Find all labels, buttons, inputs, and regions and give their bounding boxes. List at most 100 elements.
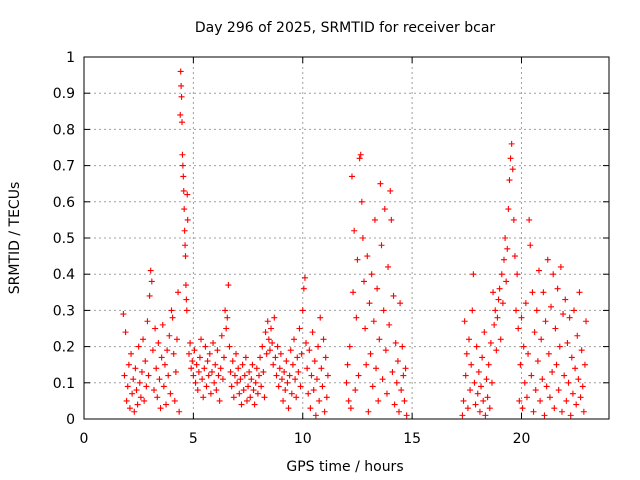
data-point bbox=[393, 379, 400, 386]
data-point bbox=[362, 325, 369, 332]
data-point bbox=[122, 329, 129, 336]
data-point bbox=[235, 365, 242, 372]
data-point bbox=[280, 397, 287, 404]
data-point bbox=[394, 358, 401, 365]
data-point bbox=[345, 397, 352, 404]
data-point bbox=[311, 358, 318, 365]
data-point bbox=[238, 401, 245, 408]
data-point bbox=[181, 206, 188, 213]
data-point bbox=[154, 394, 161, 401]
data-point bbox=[207, 390, 214, 397]
data-point bbox=[528, 372, 535, 379]
data-point bbox=[376, 336, 383, 343]
data-point bbox=[476, 408, 483, 415]
data-point bbox=[558, 408, 565, 415]
data-point bbox=[309, 329, 316, 336]
data-point bbox=[461, 318, 468, 325]
data-point bbox=[581, 361, 588, 368]
y-tick-label: 0.7 bbox=[53, 159, 75, 175]
data-point bbox=[216, 397, 223, 404]
data-point bbox=[159, 321, 166, 328]
data-point bbox=[211, 379, 218, 386]
data-point bbox=[378, 242, 385, 249]
data-point bbox=[273, 372, 280, 379]
data-point bbox=[481, 329, 488, 336]
data-point bbox=[158, 354, 165, 361]
data-point bbox=[520, 343, 527, 350]
data-point bbox=[281, 368, 288, 375]
data-point bbox=[248, 376, 255, 383]
data-point bbox=[293, 394, 300, 401]
data-point bbox=[179, 162, 186, 169]
data-point bbox=[173, 336, 180, 343]
data-point bbox=[151, 387, 157, 394]
data-point bbox=[573, 401, 580, 408]
y-axis-title: SRMTID / TECUs bbox=[7, 182, 23, 295]
data-point bbox=[125, 361, 132, 368]
data-point bbox=[400, 372, 407, 379]
data-point bbox=[178, 93, 185, 100]
data-point bbox=[126, 405, 133, 412]
data-point bbox=[493, 347, 500, 354]
data-point bbox=[124, 383, 131, 390]
data-point bbox=[389, 368, 396, 375]
data-point bbox=[350, 289, 357, 296]
data-point bbox=[241, 372, 248, 379]
data-point bbox=[373, 365, 380, 372]
data-point bbox=[462, 372, 469, 379]
data-point bbox=[177, 68, 184, 75]
data-point bbox=[556, 343, 563, 350]
data-point bbox=[182, 253, 189, 260]
data-point bbox=[132, 365, 139, 372]
data-point bbox=[292, 376, 299, 383]
data-point bbox=[286, 372, 293, 379]
y-tick-label: 0.8 bbox=[53, 122, 75, 138]
data-point bbox=[152, 325, 159, 332]
data-point bbox=[363, 361, 370, 368]
data-point bbox=[183, 307, 190, 314]
data-point bbox=[479, 354, 486, 361]
data-point bbox=[180, 187, 187, 194]
data-point bbox=[228, 383, 235, 390]
data-point bbox=[319, 383, 326, 390]
data-point bbox=[316, 397, 323, 404]
data-point bbox=[287, 347, 294, 354]
data-point bbox=[575, 376, 582, 383]
data-point bbox=[183, 296, 190, 303]
data-point bbox=[510, 216, 517, 223]
data-point bbox=[196, 354, 203, 361]
data-point bbox=[543, 383, 550, 390]
data-point bbox=[323, 394, 330, 401]
data-point bbox=[243, 397, 250, 404]
y-tick-label: 0.6 bbox=[53, 195, 75, 211]
data-point bbox=[548, 303, 555, 310]
data-point bbox=[321, 408, 328, 415]
data-point bbox=[179, 119, 185, 126]
data-point bbox=[322, 354, 329, 361]
data-point bbox=[239, 361, 246, 368]
data-point bbox=[317, 314, 324, 321]
data-point bbox=[171, 397, 178, 404]
data-point bbox=[492, 307, 499, 314]
data-point bbox=[471, 379, 478, 386]
data-point bbox=[263, 350, 270, 357]
data-point bbox=[298, 350, 305, 357]
data-point bbox=[483, 376, 490, 383]
data-point bbox=[210, 339, 217, 346]
data-point bbox=[296, 325, 303, 332]
data-point bbox=[495, 296, 502, 303]
data-point bbox=[315, 343, 322, 350]
data-point bbox=[377, 180, 384, 187]
data-point bbox=[379, 376, 386, 383]
data-point bbox=[540, 289, 547, 296]
data-point bbox=[522, 300, 529, 307]
data-point bbox=[278, 376, 285, 383]
data-point bbox=[227, 368, 234, 375]
data-point bbox=[398, 387, 405, 394]
data-point bbox=[347, 405, 354, 412]
data-point bbox=[577, 394, 584, 401]
data-point bbox=[542, 318, 549, 325]
data-point bbox=[179, 151, 186, 158]
data-point bbox=[324, 372, 331, 379]
x-tick-label: 20 bbox=[513, 431, 531, 447]
